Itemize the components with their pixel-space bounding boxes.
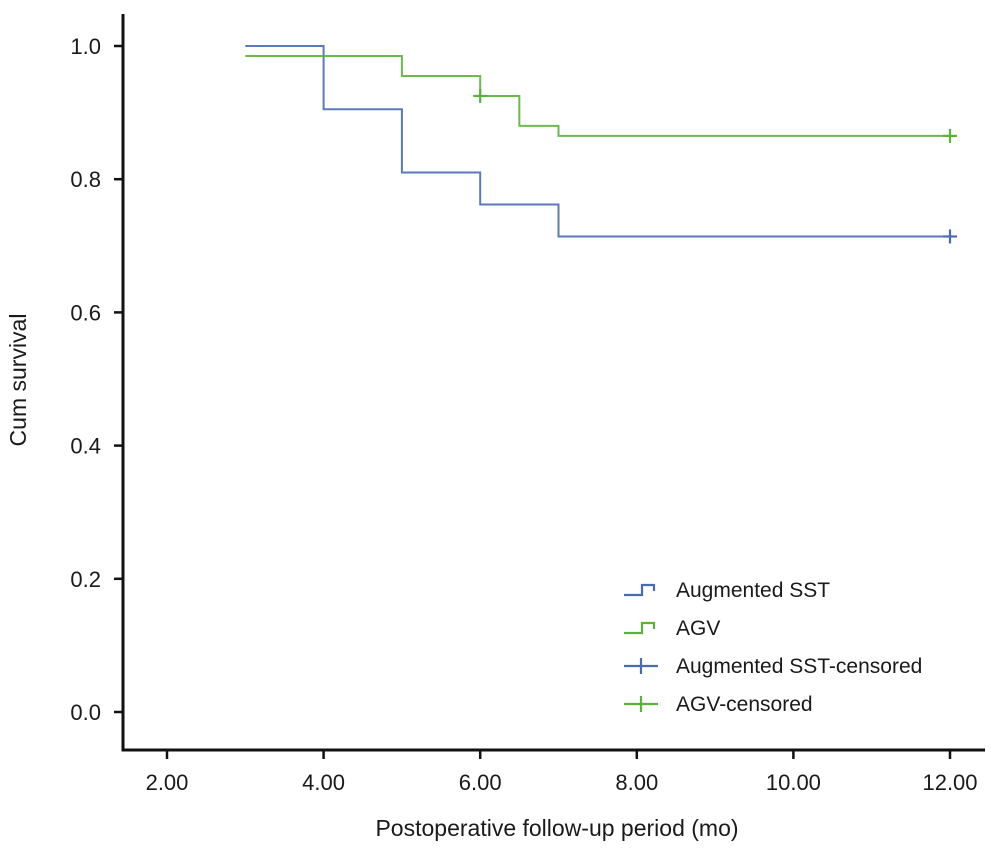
y-axis-title: Cum survival [5, 314, 31, 447]
legend-swatch-agv [624, 621, 656, 635]
y-tick-label: 0.6 [70, 300, 101, 325]
y-tick-label: 0.0 [70, 700, 101, 725]
legend-item-agv: AGV [624, 617, 720, 640]
series-line-agv [245, 54, 950, 137]
legend-label: AGV-censored [676, 693, 813, 716]
axes [114, 14, 985, 759]
y-tick-label: 0.2 [70, 567, 101, 592]
series-line-augmented-sst [245, 45, 950, 238]
censor-mark-agv [943, 128, 957, 143]
legend-label: Augmented SST-censored [676, 655, 922, 678]
x-tick-label: 4.00 [302, 770, 345, 795]
legend-swatch-agv-censored [624, 696, 658, 712]
legend-label: Augmented SST [676, 579, 830, 602]
y-tick-label: 0.8 [70, 167, 101, 192]
x-axis-title: Postoperative follow-up period (mo) [375, 815, 738, 841]
x-tick-label: 10.00 [766, 770, 821, 795]
x-tick-label: 2.00 [146, 770, 189, 795]
x-tick-label: 6.00 [459, 770, 502, 795]
x-tick-label: 8.00 [615, 770, 658, 795]
tick-labels: 2.00 4.00 6.00 8.00 10.00 12.00 0.0 0.2 0.4 0.6 0.… [70, 34, 977, 795]
legend-label: AGV [676, 617, 720, 640]
legend-item-augmented-sst-censored: Augmented SST-censored [624, 655, 922, 678]
legend: Augmented SST AGV Augmented SST-censored AG… [624, 579, 922, 716]
plot-area [245, 45, 957, 244]
y-tick-label: 0.4 [70, 434, 101, 459]
legend-swatch-augmented-sst-censored [624, 658, 658, 674]
censor-mark-augmented-sst [943, 229, 957, 244]
legend-item-agv-censored: AGV-censored [624, 693, 813, 716]
x-tick-label: 12.00 [922, 770, 977, 795]
censor-mark-agv [473, 88, 488, 103]
legend-swatch-augmented-sst [624, 583, 656, 597]
legend-item-augmented-sst: Augmented SST [624, 579, 830, 602]
y-tick-label: 1.0 [70, 34, 101, 59]
